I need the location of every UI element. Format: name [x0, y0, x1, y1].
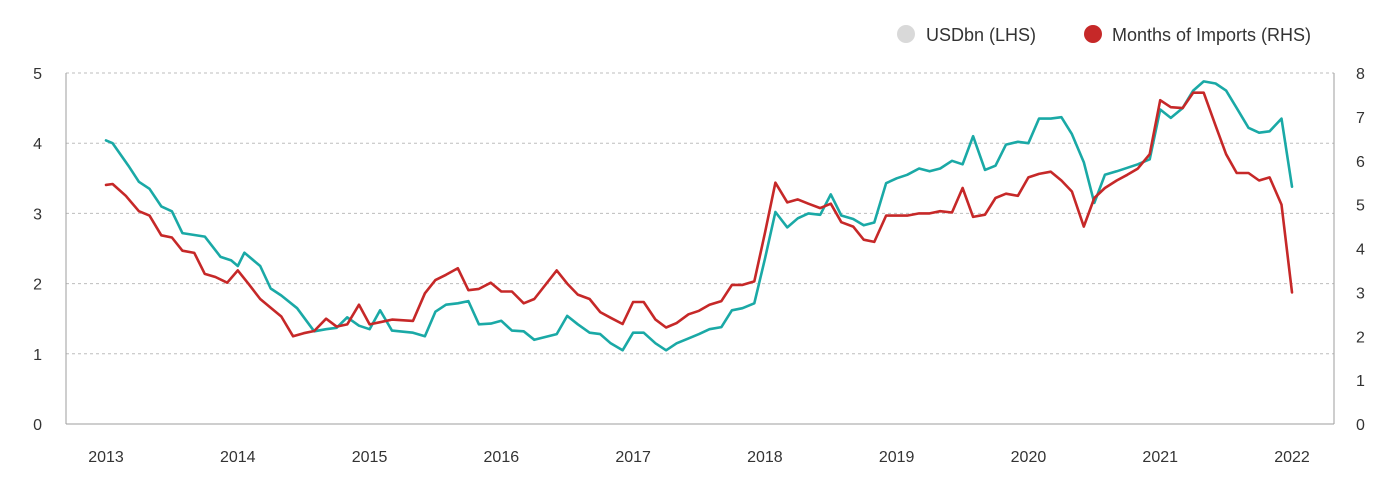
right-tick-label: 2	[1356, 329, 1365, 346]
legend-label: USDbn (LHS)	[926, 25, 1036, 45]
right-tick-label: 1	[1356, 373, 1365, 390]
x-tick-label: 2013	[88, 449, 124, 466]
left-tick-label: 5	[33, 66, 42, 83]
right-tick-label: 0	[1356, 417, 1365, 434]
right-tick-label: 8	[1356, 66, 1365, 83]
x-tick-label: 2022	[1274, 449, 1310, 466]
x-tick-label: 2017	[615, 449, 651, 466]
axes	[65, 73, 1335, 425]
right-tick-label: 7	[1356, 110, 1365, 127]
x-tick-label: 2021	[1142, 449, 1178, 466]
series-layer	[104, 80, 1294, 352]
x-tick-label: 2018	[747, 449, 783, 466]
series-line-0	[104, 80, 1294, 352]
x-tick-label: 2019	[879, 449, 915, 466]
legend-marker	[1084, 25, 1102, 43]
series-line-1	[104, 91, 1294, 338]
x-tick-label: 2015	[352, 449, 388, 466]
left-tick-label: 1	[33, 347, 42, 364]
x-tick-label: 2014	[220, 449, 256, 466]
right-tick-label: 3	[1356, 285, 1365, 302]
x-axis-ticks: 2013 2014 2015 2016 2017 2018 2019 2020 2021 2022	[88, 449, 1310, 466]
left-tick-label: 4	[33, 136, 42, 153]
right-axis-ticks: 0 1 2 3 4 5 6 7 8	[1356, 66, 1365, 434]
left-tick-label: 3	[33, 206, 42, 223]
left-axis-ticks: 0 1 2 3 4 5	[33, 66, 42, 434]
gridlines	[66, 72, 1334, 355]
right-tick-label: 5	[1356, 198, 1365, 215]
legend-label: Months of Imports (RHS)	[1112, 25, 1311, 45]
left-tick-label: 0	[33, 417, 42, 434]
x-tick-label: 2016	[484, 449, 520, 466]
right-tick-label: 6	[1356, 154, 1365, 171]
right-tick-label: 4	[1356, 242, 1365, 259]
x-tick-label: 2020	[1011, 449, 1047, 466]
legend-marker	[897, 25, 915, 43]
left-tick-label: 2	[33, 277, 42, 294]
legend: USDbn (LHS) Months of Imports (RHS)	[897, 25, 1311, 45]
